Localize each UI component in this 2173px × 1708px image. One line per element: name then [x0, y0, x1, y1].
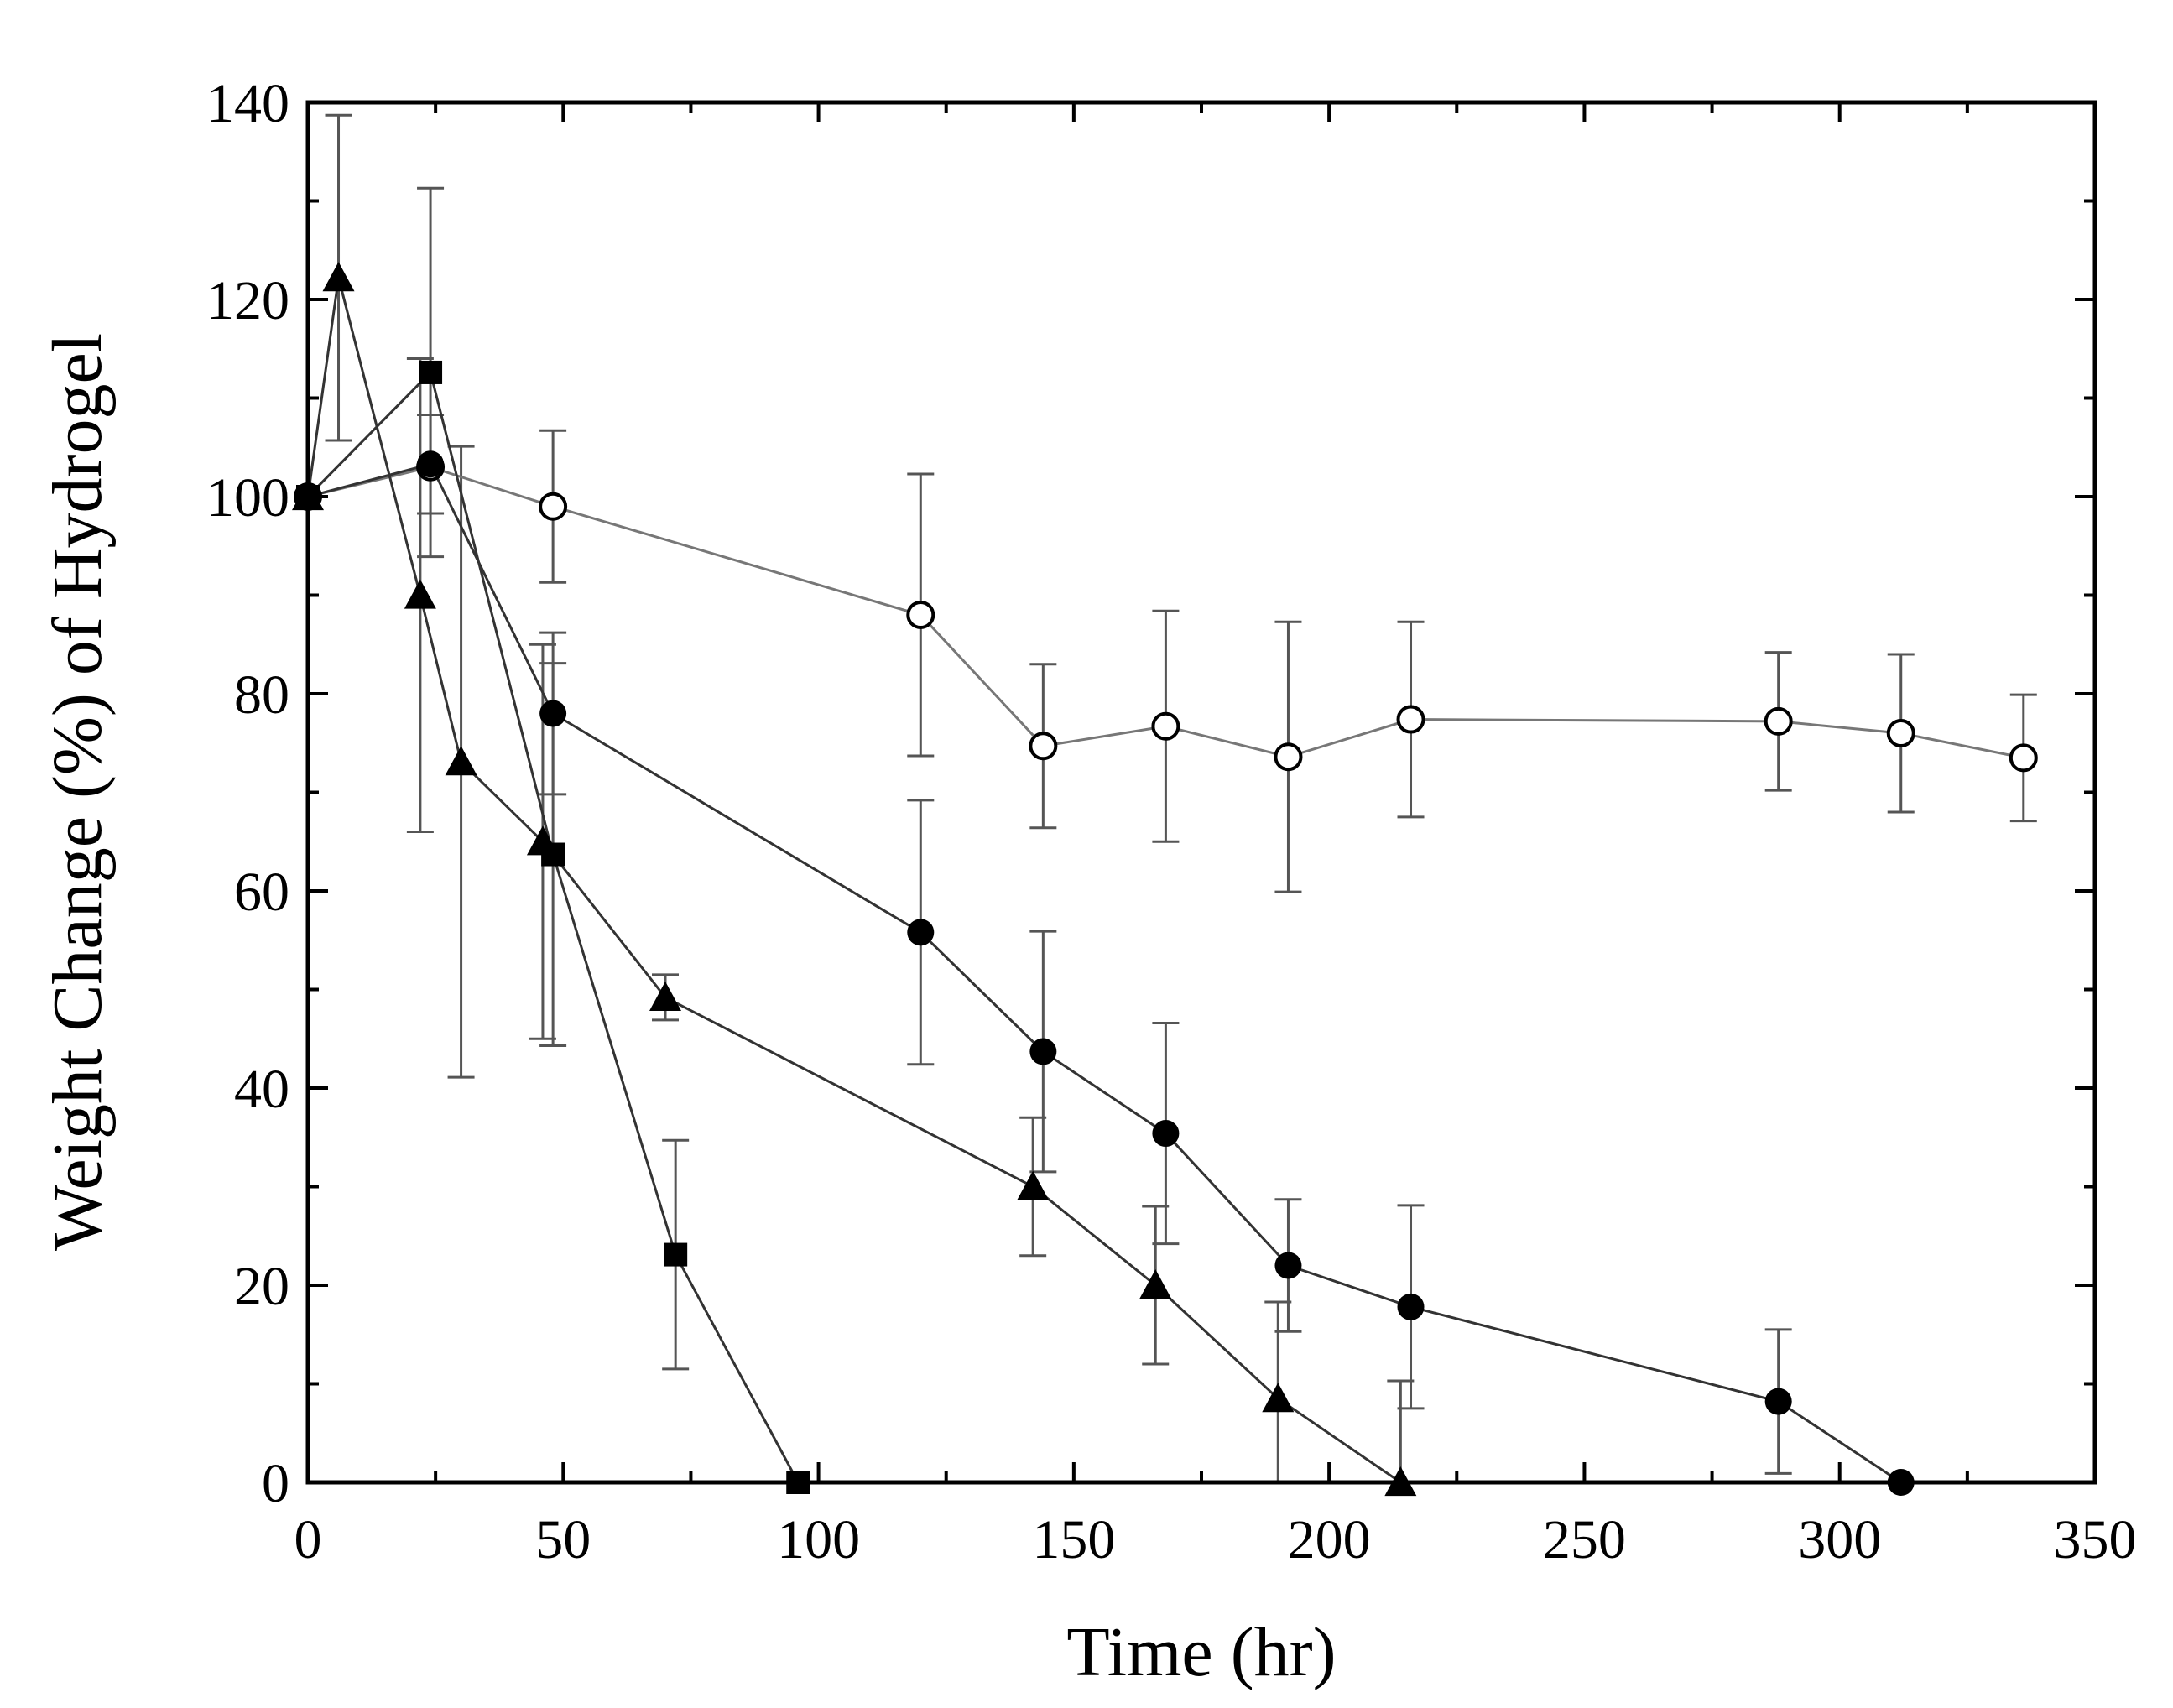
filled-triangle-point — [1262, 1383, 1295, 1413]
filled-square-point — [419, 360, 443, 384]
x-tick-label: 50 — [535, 1509, 591, 1570]
filled-circle-point — [907, 919, 935, 946]
filled-triangle-point — [322, 262, 355, 292]
open-circle-point — [1151, 711, 1180, 741]
filled-triangle-point — [404, 579, 436, 609]
x-tick-label: 300 — [1798, 1509, 1881, 1570]
open-circle-point — [1886, 719, 1915, 747]
open-circle-point — [539, 492, 568, 521]
x-tick-label: 100 — [777, 1509, 860, 1570]
open-circle-point — [1029, 732, 1058, 761]
y-tick-label: 80 — [234, 664, 289, 726]
y-tick-label: 60 — [234, 862, 289, 923]
y-tick-label: 0 — [262, 1453, 289, 1514]
filled-triangle-point — [445, 746, 477, 776]
y-axis-title: Weight Change (%) of Hydrogel — [39, 333, 117, 1251]
filled-circle-point — [417, 450, 445, 478]
filled-square-point — [664, 1242, 688, 1267]
filled-triangle-line — [306, 277, 1402, 1484]
filled-circle-point — [1152, 1120, 1180, 1148]
x-tick-label: 250 — [1543, 1509, 1626, 1570]
filled-circle-point — [539, 700, 567, 727]
x-axis-title: Time (hr) — [1066, 1613, 1336, 1691]
open-circle-point — [2009, 743, 2038, 773]
filled-triangle-point — [649, 981, 681, 1012]
y-tick-label: 140 — [206, 73, 289, 134]
x-tick-label: 0 — [294, 1509, 322, 1570]
filled-triangle-point — [1017, 1170, 1050, 1200]
open-circle-point — [1396, 705, 1425, 734]
y-tick-label: 40 — [234, 1059, 289, 1120]
filled-circle-point — [1397, 1293, 1425, 1320]
filled-triangle-point — [1139, 1269, 1172, 1299]
y-tick-label: 100 — [206, 467, 289, 529]
y-tick-label: 120 — [206, 270, 289, 331]
y-tick-label: 20 — [234, 1256, 289, 1317]
open-circle-point — [906, 601, 935, 629]
x-tick-label: 350 — [2054, 1509, 2137, 1570]
filled-circle-point — [1274, 1252, 1302, 1279]
x-tick-label: 150 — [1032, 1509, 1115, 1570]
axis-ticks — [306, 101, 2097, 1484]
open-circle-point — [1274, 742, 1303, 772]
x-tick-label: 200 — [1288, 1509, 1371, 1570]
filled-circle-line — [307, 462, 1902, 1484]
axis-tick-labels: 0 50 100 150 200 250 300 350 0 20 40 60 80 100 120 140 — [206, 73, 2137, 1570]
filled-circle-point — [1764, 1388, 1792, 1415]
filled-circle-point — [1029, 1038, 1057, 1065]
filled-square-point — [541, 842, 565, 867]
open-circle-point — [1764, 706, 1793, 736]
